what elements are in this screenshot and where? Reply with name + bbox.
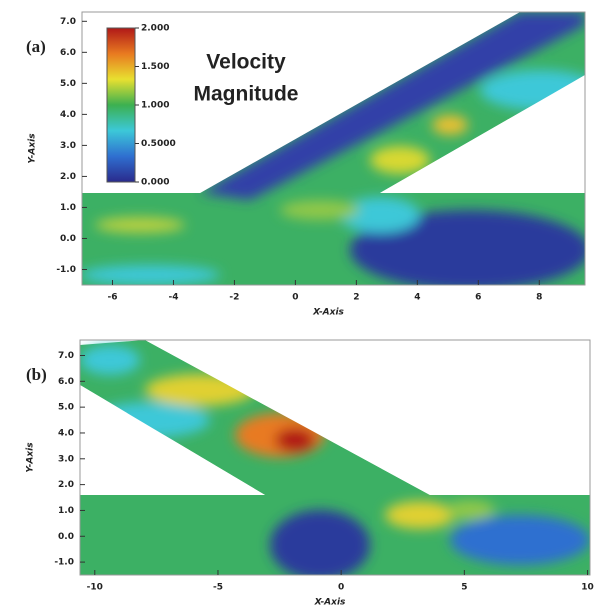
y-tick-label: 6.0	[58, 377, 74, 387]
x-tick-label: 8	[536, 293, 542, 303]
y-tick-label: 7.0	[60, 17, 76, 27]
x-tick-label: 10	[581, 583, 594, 593]
x-tick-label: 5	[461, 583, 467, 593]
colorbar-tick-label: 1.500	[141, 62, 169, 72]
y-tick-label: 0.0	[60, 234, 76, 244]
x-tick-label: 2	[353, 293, 359, 303]
plot-frame	[79, 339, 591, 576]
y-tick-label: 5.0	[58, 403, 74, 413]
y-axis-title: Y-Axis	[28, 133, 38, 164]
panel-label: (a)	[26, 37, 46, 56]
y-tick-label: 0.0	[58, 532, 74, 542]
y-tick-label: 4.0	[58, 428, 74, 438]
x-tick-label: -10	[87, 583, 103, 593]
x-tick-label: 0	[292, 293, 298, 303]
velocity-field-a	[82, 12, 585, 285]
velocity-field-b	[80, 340, 590, 575]
colorbar-tick-label: 2.000	[141, 24, 169, 34]
y-tick-label: 7.0	[58, 351, 74, 361]
y-tick-label: 6.0	[60, 48, 76, 58]
x-tick-label: 0	[338, 583, 344, 593]
x-tick-label: -2	[229, 293, 239, 303]
y-tick-label: 4.0	[60, 110, 76, 120]
y-axis-title: Y-Axis	[26, 442, 36, 473]
x-tick-label: 6	[475, 293, 481, 303]
y-tick-label: 2.0	[58, 480, 74, 490]
y-tick-label: -1.0	[54, 558, 74, 568]
x-tick-label: -6	[107, 293, 117, 303]
x-tick-label: 4	[414, 293, 420, 303]
x-tick-label: -4	[168, 293, 178, 303]
y-tick-label: 1.0	[58, 506, 74, 516]
y-tick-label: 1.0	[60, 203, 76, 213]
x-tick-label: -5	[213, 583, 223, 593]
colorbar-title: Velocity	[206, 51, 286, 74]
y-tick-label: -1.0	[56, 265, 76, 275]
x-axis-title: X-Axis	[312, 308, 344, 318]
x-axis-title: X-Axis	[314, 598, 346, 608]
colorbar-title: Magnitude	[194, 83, 299, 106]
colorbar-tick-label: 0.000	[141, 178, 169, 188]
y-tick-label: 5.0	[60, 79, 76, 89]
colorbar-tick-label: 1.000	[141, 101, 169, 111]
y-tick-label: 3.0	[58, 454, 74, 464]
panel-label: (b)	[26, 365, 47, 384]
y-tick-label: 3.0	[60, 141, 76, 151]
y-tick-label: 2.0	[60, 172, 76, 182]
plot-frame	[81, 11, 586, 286]
colorbar	[106, 27, 136, 183]
colorbar-tick-label: 0.5000	[141, 139, 176, 149]
